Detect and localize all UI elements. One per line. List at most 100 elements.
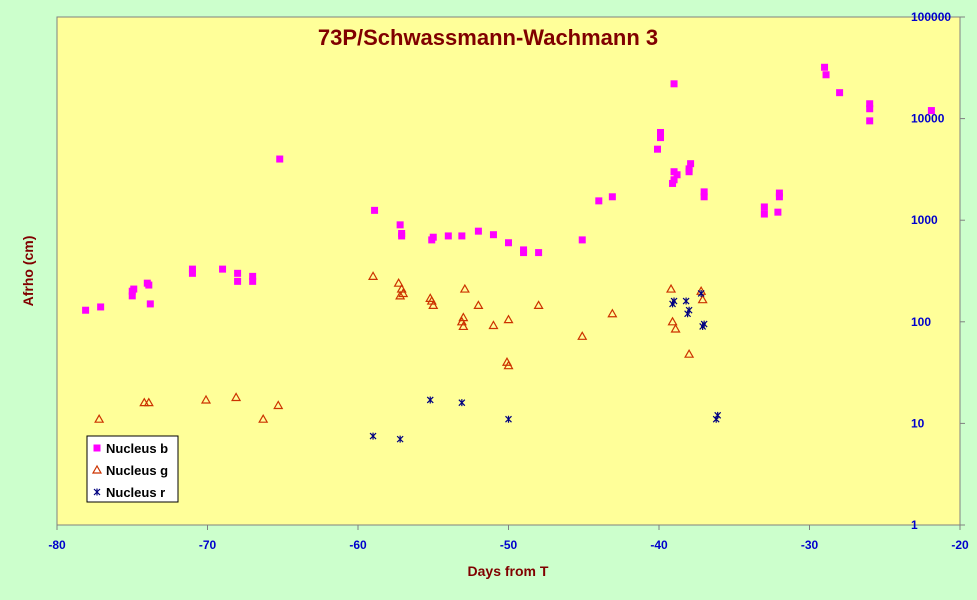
data-point [774,208,782,216]
series-nucleus-r [369,289,722,443]
data-point [503,360,514,370]
data-point [368,271,379,280]
data-point [458,321,469,331]
data-point [97,303,105,311]
data-point [535,249,543,257]
data-point [669,179,677,187]
data-point [219,265,227,273]
data-point [667,316,678,326]
data-point [666,283,677,293]
data-point [578,236,586,244]
data-point [505,239,512,247]
data-point [670,297,678,305]
data-point [369,432,377,440]
y-tick-label: 1 [911,518,918,532]
data-point [396,221,404,229]
x-tick-label: -80 [48,538,66,552]
data-point [670,80,678,88]
data-point [458,312,469,322]
data-point [273,400,284,410]
data-point [94,413,105,423]
data-point [249,272,257,280]
data-point [836,89,844,97]
data-point [130,285,138,293]
legend-marker [91,464,103,474]
data-point [458,232,466,240]
data-point [927,107,935,115]
data-point [595,197,603,205]
data-point [670,323,681,333]
series-nucleus-b [82,63,935,314]
data-point [396,435,404,443]
data-point [459,283,470,293]
x-tick-label: -50 [500,538,518,552]
y-tick-label: 1000 [911,213,938,227]
y-axis-ticks: 1 10 100 1000 10000 100000 [911,10,965,532]
data-point [143,397,154,407]
y-tick-label: 10 [911,416,925,430]
data-point [146,300,154,308]
data-point [489,231,497,239]
plot-area [56,16,961,526]
legend-label: Nucleus r [106,485,165,500]
legend: Nucleus b Nucleus g Nucleus r [86,435,179,503]
data-point [231,392,242,402]
data-point [503,314,514,324]
data-point [685,165,693,173]
data-point [700,188,708,196]
data-point [398,288,409,298]
data-point [444,232,452,240]
data-point [700,193,708,201]
data-point [700,320,708,328]
data-point [249,277,257,285]
data-point [128,292,136,300]
data-point [775,189,783,197]
data-point [760,203,768,211]
data-point [684,348,695,358]
data-point [673,171,681,179]
data-point [505,415,512,423]
data-point [398,229,406,237]
data-point [393,277,404,287]
data-point [426,396,434,404]
data-point [685,306,693,314]
x-tick-label: -20 [951,538,969,552]
data-point [474,227,482,235]
x-axis-title: Days from T [468,563,549,579]
data-point [371,206,379,214]
y-axis-title: Afrho (cm) [20,236,36,307]
data-point [258,413,269,423]
legend-box [86,435,179,503]
data-point [145,281,153,289]
data-point [608,193,616,201]
data-markers [82,63,935,443]
data-point [697,294,708,304]
data-point [657,134,665,142]
data-point [458,399,466,407]
data-point [607,308,618,318]
data-point [697,289,705,297]
data-point [577,331,588,340]
legend-label: Nucleus b [106,441,168,456]
y-tick-label: 10000 [911,112,945,126]
data-point [395,290,406,300]
data-point [188,265,196,273]
legend-marker [93,488,101,496]
data-point [866,100,874,108]
data-point [276,155,284,163]
data-point [234,269,242,277]
y-tick-label: 100 [911,315,931,329]
data-point [520,246,528,254]
data-point [188,269,196,277]
data-point [714,411,722,419]
data-point [429,233,437,241]
data-point [687,160,695,168]
data-point [234,277,242,285]
legend-label: Nucleus g [106,463,168,478]
legend-marker [93,444,101,452]
x-tick-label: -40 [650,538,668,552]
y-tick-label: 100000 [911,10,951,24]
data-point [200,394,212,404]
data-point [760,210,768,218]
data-point [866,117,874,125]
